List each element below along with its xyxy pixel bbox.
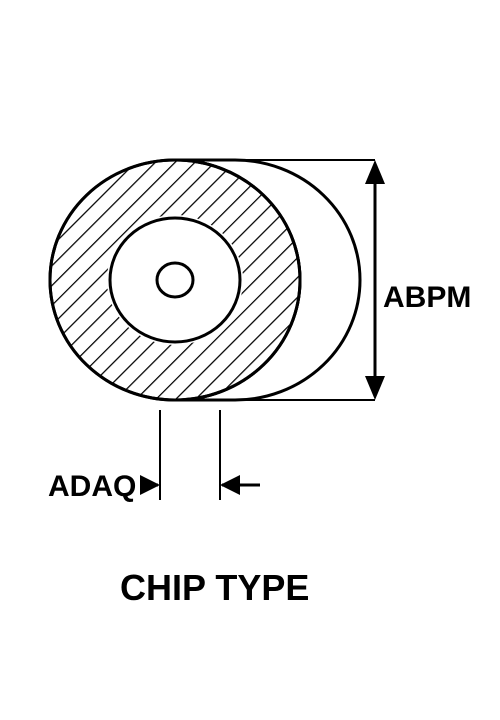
dimension-adaq xyxy=(140,410,260,500)
disc-center-hole xyxy=(157,263,193,297)
label-abpm: ABPM xyxy=(383,281,471,315)
diagram-title: CHIP TYPE xyxy=(120,567,309,609)
label-adaq: ADAQ xyxy=(48,470,136,504)
diagram-container: ABPM ADAQ CHIP TYPE xyxy=(0,0,500,720)
technical-drawing xyxy=(0,0,500,720)
